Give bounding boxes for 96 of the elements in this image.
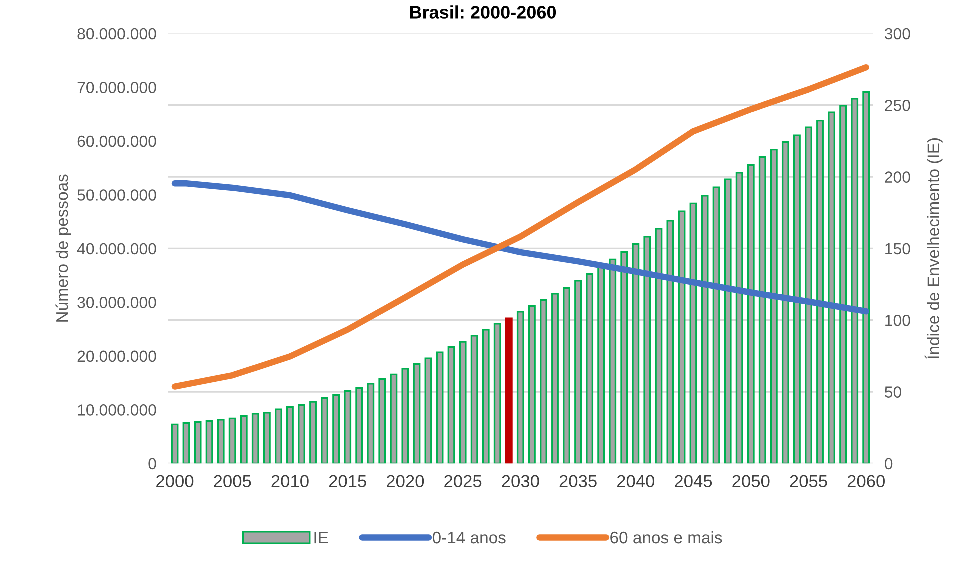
bar (828, 112, 836, 464)
x-tick-label: 2005 (214, 475, 252, 488)
bar (644, 236, 652, 464)
chart-title: Brasil: 2000-2060 (410, 6, 556, 19)
x-tick-label: 2025 (444, 475, 482, 488)
bar (436, 352, 444, 464)
bar (494, 323, 502, 464)
bar (712, 186, 720, 464)
bar (310, 401, 317, 464)
bar (678, 210, 686, 464)
bar (367, 383, 375, 464)
bar (666, 220, 674, 464)
bar (332, 394, 340, 464)
legend-label: 60 anos e mais (610, 531, 722, 544)
bar (298, 404, 306, 464)
bar (321, 397, 329, 464)
bar (840, 105, 848, 464)
y-tick-label: 70.000.000 (78, 82, 156, 94)
y2-tick-label: 50 (885, 386, 902, 398)
bar (194, 422, 202, 464)
y-axis-title: Número de pessoas (56, 174, 72, 322)
y-tick-label: 60.000.000 (78, 136, 156, 148)
x-tick-label: 2050 (732, 475, 770, 488)
bar (413, 364, 421, 464)
y-tick-label: 30.000.000 (78, 297, 156, 308)
bar (655, 228, 663, 464)
x-tick-label: 2020 (387, 475, 424, 488)
bar (724, 178, 732, 464)
bar (736, 172, 744, 464)
bar (609, 258, 617, 464)
bar (701, 195, 709, 464)
y2-tick-label: 300 (884, 28, 910, 40)
x-tick-label: 2035 (560, 475, 597, 488)
bar (758, 156, 766, 464)
bar (632, 244, 640, 464)
bar (390, 374, 398, 464)
y-tick-label: 10.000.000 (78, 404, 156, 416)
y2-tick-label: 0 (885, 458, 893, 470)
bar (470, 335, 478, 464)
y-tick-label: 50.000.000 (78, 190, 156, 201)
bar (252, 413, 260, 464)
bar (286, 406, 294, 464)
x-tick-label: 2010 (272, 475, 309, 488)
bar (574, 280, 582, 464)
x-tick-label: 2045 (675, 475, 712, 488)
bar (356, 387, 364, 464)
bar (862, 92, 870, 464)
y-tick-label: 80.000.000 (78, 28, 156, 40)
bar (217, 419, 225, 464)
bar (816, 120, 824, 464)
y2-tick-label: 150 (886, 243, 910, 255)
bar (482, 329, 490, 464)
y-tick-label: 0 (148, 458, 156, 470)
bar (378, 378, 386, 464)
y-tick-label: 20.000.000 (78, 350, 156, 362)
bar (263, 412, 271, 464)
x-tick-label: 2040 (617, 475, 655, 488)
bar (540, 299, 548, 464)
bar (586, 274, 594, 464)
bar (690, 202, 698, 464)
bar (516, 311, 524, 464)
x-tick-label: 2015 (329, 475, 366, 488)
y2-tick-label: 200 (885, 172, 910, 183)
legend-label: 0-14 anos (432, 532, 506, 544)
y2-tick-label: 250 (885, 100, 910, 112)
bar (274, 408, 282, 464)
bar (770, 148, 778, 464)
bar (505, 318, 513, 464)
bar (459, 341, 467, 464)
bar (206, 420, 214, 464)
bar (598, 266, 606, 464)
y2-axis-title: Índice de Envelhecimento (IE) (924, 138, 943, 359)
bar (563, 288, 570, 464)
bar (794, 134, 801, 464)
bar (171, 424, 179, 464)
bar (528, 305, 536, 464)
y2-tick-label: 100 (886, 314, 910, 326)
x-tick-label: 2000 (156, 475, 194, 488)
bar (402, 368, 410, 464)
legend-label: IE (314, 532, 328, 544)
bar (228, 418, 236, 464)
bar (424, 358, 432, 464)
bar (240, 416, 248, 464)
y-tick-label: 40.000.000 (77, 243, 156, 255)
bar (344, 390, 352, 464)
bar (182, 422, 190, 464)
x-tick-label: 2060 (848, 475, 885, 488)
bar (448, 346, 456, 464)
x-tick-label: 2055 (790, 475, 828, 488)
bar (851, 98, 859, 464)
bar (805, 126, 812, 464)
bar (782, 141, 790, 464)
bar (552, 293, 559, 464)
bar (747, 164, 755, 464)
bar (620, 251, 628, 464)
x-tick-label: 2030 (502, 475, 540, 488)
